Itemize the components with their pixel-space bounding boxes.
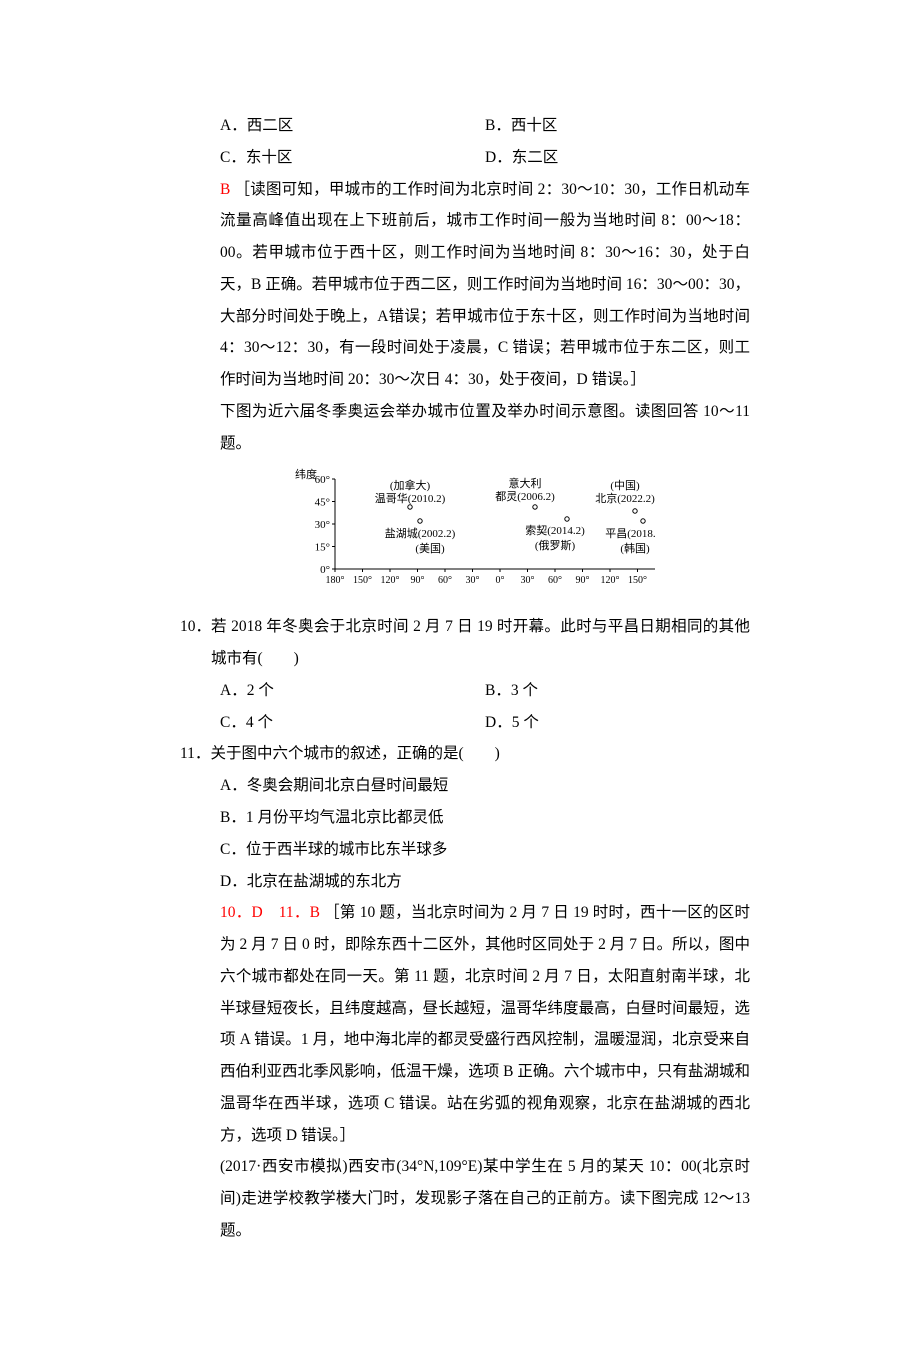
svg-text:纬度: 纬度 xyxy=(295,467,317,481)
q9-opt-a: A．西二区 xyxy=(220,110,485,142)
q10-11-answer-letters: 10．D 11．B xyxy=(220,904,320,921)
page-body: A．西二区 B．西十区 C．东十区 D．东二区 B ［读图可知，甲城市的工作时间… xyxy=(0,0,920,1347)
q10-11-explanation: ［第 10 题，当北京时间为 2 月 7 日 19 时时，西十一区的区时为 2 … xyxy=(220,904,750,1143)
q9-opt-d: D．东二区 xyxy=(485,142,750,174)
q11-number: 11． xyxy=(180,745,210,762)
q11-opt-c: C．位于西半球的城市比东半球多 xyxy=(180,834,750,866)
svg-text:30°: 30° xyxy=(466,575,480,586)
q11-opt-a: A．冬奥会期间北京白昼时间最短 xyxy=(180,770,750,802)
svg-text:盐湖城(2002.2): 盐湖城(2002.2) xyxy=(385,527,456,540)
svg-text:45°: 45° xyxy=(315,497,330,509)
q10-stem: 若 2018 年冬奥会于北京时间 2 月 7 日 19 时开幕。此时与平昌日期相… xyxy=(211,611,750,675)
q11-opt-b: B．1 月份平均气温北京比都灵低 xyxy=(180,802,750,834)
svg-text:都灵(2006.2): 都灵(2006.2) xyxy=(495,490,555,503)
svg-text:(俄罗斯): (俄罗斯) xyxy=(535,539,576,552)
svg-text:意大利: 意大利 xyxy=(509,476,542,490)
q11-opt-d: D．北京在盐湖城的东北方 xyxy=(180,866,750,898)
q10-opt-b: B．3 个 xyxy=(485,675,750,707)
svg-text:180°: 180° xyxy=(326,575,345,586)
svg-text:150°: 150° xyxy=(628,575,647,586)
q10-11-answer-block: 10．D 11．B ［第 10 题，当北京时间为 2 月 7 日 19 时时，西… xyxy=(180,897,750,1151)
svg-text:索契(2014.2): 索契(2014.2) xyxy=(525,523,585,537)
q10-options-row1: A．2 个 B．3 个 xyxy=(180,675,750,707)
svg-text:(美国): (美国) xyxy=(415,542,445,555)
svg-text:30°: 30° xyxy=(521,575,535,586)
q10-11-intro: 下图为近六届冬季奥运会举办城市位置及举办时间示意图。读图回答 10～11 题。 xyxy=(180,396,750,460)
svg-text:60°: 60° xyxy=(438,575,452,586)
q9-answer-letter: B xyxy=(220,181,230,198)
q10-stem-row: 10． 若 2018 年冬奥会于北京时间 2 月 7 日 19 时开幕。此时与平… xyxy=(180,611,750,675)
q9-answer-block: B ［读图可知，甲城市的工作时间为北京时间 2：30～10：30，工作日机动车流… xyxy=(180,174,750,396)
q9-options-row1: A．西二区 B．西十区 xyxy=(180,110,750,142)
q9-opt-c: C．东十区 xyxy=(220,142,485,174)
svg-text:120°: 120° xyxy=(601,575,620,586)
svg-text:(加拿大): (加拿大) xyxy=(390,478,431,492)
svg-text:(中国): (中国) xyxy=(610,479,640,492)
q9-options-row2: C．东十区 D．东二区 xyxy=(180,142,750,174)
svg-text:30°: 30° xyxy=(315,519,330,531)
q12-13-intro: (2017·西安市模拟)西安市(34°N,109°E)某中学生在 5 月的某天 … xyxy=(180,1151,750,1246)
svg-text:90°: 90° xyxy=(411,575,425,586)
q10-options-row2: C．4 个 D．5 个 xyxy=(180,707,750,739)
svg-text:90°: 90° xyxy=(576,575,590,586)
svg-text:0°: 0° xyxy=(496,575,505,586)
q11-stem-row: 11．关于图中六个城市的叙述，正确的是( ) xyxy=(180,738,750,770)
svg-text:150°: 150° xyxy=(353,575,372,586)
svg-text:平昌(2018.2): 平昌(2018.2) xyxy=(605,527,655,540)
q9-opt-b: B．西十区 xyxy=(485,110,750,142)
svg-text:15°: 15° xyxy=(315,542,330,554)
q10-opt-d: D．5 个 xyxy=(485,707,750,739)
svg-text:120°: 120° xyxy=(381,575,400,586)
q11-stem: 关于图中六个城市的叙述，正确的是( ) xyxy=(210,745,499,762)
q10-number: 10． xyxy=(180,611,211,675)
svg-text:(韩国): (韩国) xyxy=(620,541,650,555)
q10-opt-a: A．2 个 xyxy=(220,675,485,707)
q10-opt-c: C．4 个 xyxy=(220,707,485,739)
svg-text:北京(2022.2): 北京(2022.2) xyxy=(595,491,655,505)
q9-explanation: ［读图可知，甲城市的工作时间为北京时间 2：30～10：30，工作日机动车流量高… xyxy=(220,181,750,389)
winter-olympics-chart: 60°45°30°15°0°纬度180°150°120°90°60°30°0°3… xyxy=(275,465,655,605)
svg-text:60°: 60° xyxy=(548,575,562,586)
svg-text:温哥华(2010.2): 温哥华(2010.2) xyxy=(375,491,446,505)
